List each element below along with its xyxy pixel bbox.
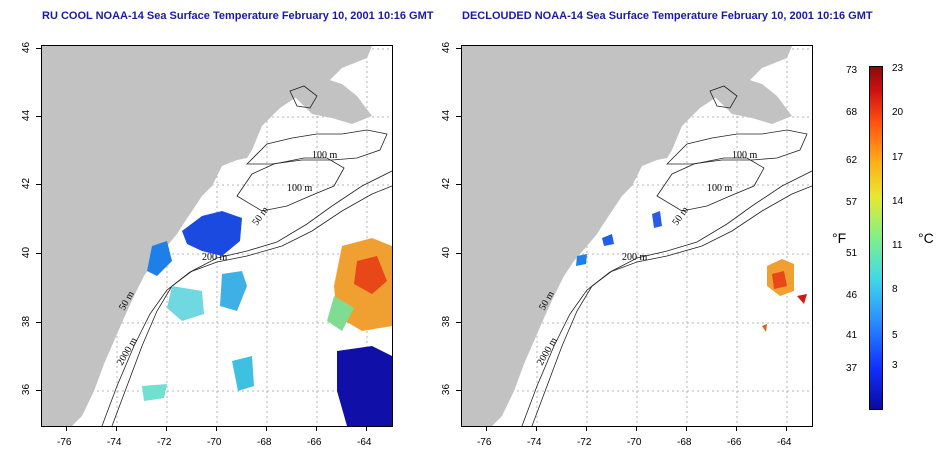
y-tick-mark — [456, 253, 461, 254]
y-tick-label: 44 — [441, 109, 453, 122]
celsius-unit-label: °C — [918, 230, 934, 246]
x-tick-mark — [166, 426, 167, 431]
y-tick-label: 40 — [441, 246, 453, 259]
x-tick-label: -74 — [107, 437, 122, 448]
y-tick-label: 44 — [21, 109, 33, 122]
x-tick-mark — [66, 426, 67, 431]
contour-label-50m-georges: 50 m — [670, 205, 691, 228]
fahrenheit-tick-label: 62 — [846, 155, 858, 166]
contour-label-100m-north: 100 m — [732, 150, 758, 161]
x-tick-mark — [366, 426, 367, 431]
x-tick-label: -66 — [727, 437, 742, 448]
celsius-tick-label: 20 — [892, 107, 904, 118]
x-tick-mark — [736, 426, 737, 431]
fahrenheit-tick-label: 41 — [846, 330, 858, 341]
x-tick-label: -64 — [777, 437, 792, 448]
x-tick-label: -74 — [527, 437, 542, 448]
x-tick-mark — [586, 426, 587, 431]
x-tick-label: -72 — [577, 437, 592, 448]
x-tick-label: -68 — [677, 437, 692, 448]
fahrenheit-tick-label: 51 — [846, 248, 858, 259]
contour-label-100m-south: 100 m — [707, 183, 733, 194]
celsius-tick-label: 17 — [892, 152, 904, 163]
land-mass — [42, 46, 372, 426]
y-tick-label: 38 — [21, 315, 33, 328]
sst-pixel-patches — [142, 211, 392, 426]
x-tick-mark — [266, 426, 267, 431]
y-tick-label: 46 — [441, 41, 453, 54]
y-tick-mark — [36, 390, 41, 391]
y-tick-mark — [36, 48, 41, 49]
y-tick-mark — [456, 116, 461, 117]
y-tick-label: 42 — [21, 177, 33, 190]
x-tick-mark — [636, 426, 637, 431]
celsius-tick-label: 3 — [892, 360, 898, 371]
y-tick-mark — [36, 116, 41, 117]
temperature-colorbar — [869, 66, 883, 410]
y-tick-label: 38 — [441, 315, 453, 328]
x-tick-label: -76 — [57, 437, 72, 448]
x-tick-label: -64 — [357, 437, 372, 448]
x-tick-mark — [116, 426, 117, 431]
x-tick-mark — [486, 426, 487, 431]
fahrenheit-tick-label: 46 — [846, 290, 858, 301]
celsius-tick-label: 8 — [892, 284, 898, 295]
contour-label-50m-georges: 50 m — [250, 205, 271, 228]
contour-label-200m: 200 m — [202, 252, 228, 263]
y-tick-label: 42 — [441, 177, 453, 190]
fahrenheit-tick-label: 57 — [846, 197, 858, 208]
y-tick-mark — [456, 48, 461, 49]
x-tick-label: -68 — [257, 437, 272, 448]
x-tick-mark — [686, 426, 687, 431]
contour-label-200m: 200 m — [622, 252, 648, 263]
x-tick-label: -76 — [477, 437, 492, 448]
y-tick-label: 36 — [21, 383, 33, 396]
cold-patch-southeast — [337, 346, 392, 426]
fahrenheit-tick-label: 68 — [846, 107, 858, 118]
y-tick-label: 46 — [21, 41, 33, 54]
nova-scotia — [292, 76, 372, 124]
land-mass — [462, 46, 792, 426]
x-tick-mark — [786, 426, 787, 431]
x-tick-mark — [316, 426, 317, 431]
right-sst-map: 100 m 100 m 50 m 200 m 50 m 2000 m — [461, 45, 813, 427]
celsius-tick-label: 5 — [892, 330, 898, 341]
y-tick-label: 36 — [441, 383, 453, 396]
celsius-tick-label: 14 — [892, 196, 904, 207]
bathymetry-contours — [521, 85, 812, 426]
y-tick-mark — [36, 253, 41, 254]
x-tick-label: -66 — [307, 437, 322, 448]
sst-pixel-patches — [576, 211, 807, 332]
contour-label-100m-south: 100 m — [287, 183, 313, 194]
x-tick-label: -70 — [627, 437, 642, 448]
x-tick-label: -70 — [207, 437, 222, 448]
fahrenheit-tick-label: 37 — [846, 363, 858, 374]
contour-label-100m-north: 100 m — [312, 150, 338, 161]
x-tick-mark — [536, 426, 537, 431]
y-tick-mark — [36, 184, 41, 185]
y-tick-mark — [456, 322, 461, 323]
x-tick-mark — [216, 426, 217, 431]
y-tick-mark — [36, 322, 41, 323]
y-tick-label: 40 — [21, 246, 33, 259]
y-tick-mark — [456, 184, 461, 185]
celsius-tick-label: 11 — [892, 240, 903, 251]
right-map-title: DECLOUDED NOAA-14 Sea Surface Temperatur… — [462, 10, 873, 22]
x-tick-label: -72 — [157, 437, 172, 448]
left-sst-map: 100 m 100 m 50 m 200 m 50 m 2000 m — [41, 45, 393, 427]
nova-scotia — [712, 76, 792, 124]
celsius-tick-label: 23 — [892, 63, 904, 74]
y-tick-mark — [456, 390, 461, 391]
fahrenheit-tick-label: 73 — [846, 65, 858, 76]
fahrenheit-unit-label: °F — [832, 230, 847, 246]
bathymetry-contours — [101, 85, 392, 426]
cold-patch-midshelf — [182, 211, 242, 256]
left-map-title: RU COOL NOAA-14 Sea Surface Temperature … — [42, 10, 434, 22]
